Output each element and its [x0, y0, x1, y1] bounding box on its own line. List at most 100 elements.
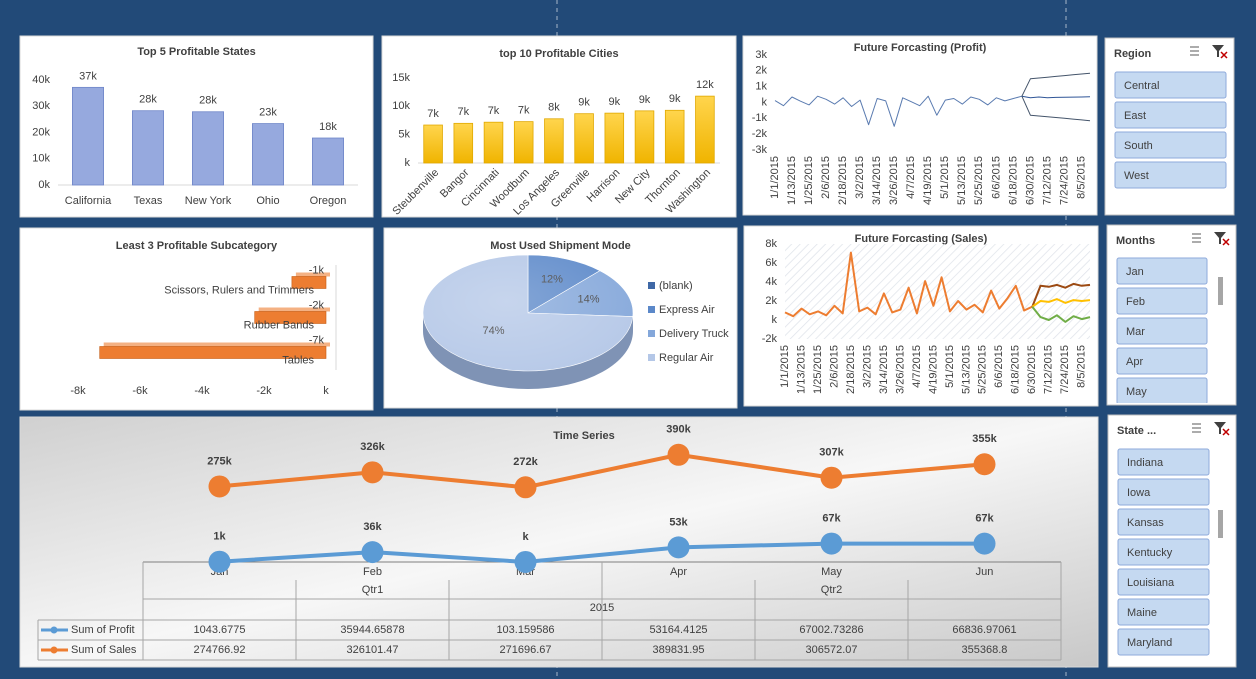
slicer-item[interactable]: [1117, 568, 1210, 596]
data-label: 9k: [639, 94, 651, 106]
y-tick-label: Scissors, Rulers and Trimmers: [164, 284, 314, 296]
slicer-item[interactable]: [1116, 317, 1208, 345]
chart-title: top 10 Profitable Cities: [499, 48, 618, 60]
bar: [513, 121, 534, 164]
slicer-items: Jan Feb Mar Apr May: [1116, 257, 1208, 404]
x-tick-label: 5/1/2015: [944, 345, 956, 388]
slicer-item-label: May: [1126, 386, 1147, 398]
bar: [311, 137, 344, 186]
data-label: 37k: [79, 70, 97, 82]
marker: [820, 466, 843, 489]
series-line: [219, 452, 985, 490]
data-label: 28k: [199, 95, 217, 107]
bar: [72, 86, 105, 186]
slicer-item[interactable]: [1117, 538, 1210, 566]
marker: [973, 532, 996, 555]
slicer-item[interactable]: [1114, 131, 1227, 159]
x-tick-label: 6/30/2015: [1026, 345, 1038, 394]
slicer-item[interactable]: [1117, 628, 1210, 656]
bar: [604, 112, 625, 164]
slicer-item-label: Maryland: [1127, 637, 1172, 649]
bar: [254, 311, 327, 324]
slicer-item-label: Louisiana: [1127, 577, 1175, 589]
x-tick-label: 1/13/2015: [786, 156, 798, 205]
bar: [695, 95, 715, 164]
data-label: 23k: [259, 106, 277, 118]
y-tick-label: Tables: [282, 354, 314, 366]
legend-label: Sum of Profit: [71, 624, 135, 636]
slicer-item[interactable]: [1116, 377, 1208, 404]
chart-title: Time Series: [553, 430, 615, 442]
x-tick-label: 6/18/2015: [1010, 345, 1022, 394]
bar-top: [295, 272, 330, 277]
slicer-item[interactable]: [1117, 508, 1210, 536]
slicer-item[interactable]: [1117, 448, 1210, 476]
y-tick-label: 15k: [392, 72, 410, 84]
x-tick-label: 1/25/2015: [803, 156, 815, 205]
data-label: 7k: [488, 105, 500, 117]
slicer-title: Region: [1114, 48, 1152, 60]
x-tick-label: 4/19/2015: [927, 345, 939, 394]
slicer-item-label: Kentucky: [1127, 547, 1173, 559]
x-tick-label: May: [821, 566, 842, 578]
table-cell: 66836.97061: [952, 624, 1016, 636]
y-tick-label: 10k: [392, 100, 410, 112]
slicer-item[interactable]: [1117, 478, 1210, 506]
slicer-item[interactable]: [1116, 347, 1208, 375]
bar-top: [103, 342, 330, 347]
chart-title: Top 5 Profitable States: [137, 46, 255, 58]
x-tick-label: -8k: [70, 385, 86, 397]
slicer-item[interactable]: [1114, 101, 1227, 129]
slicer-item[interactable]: [1116, 257, 1208, 285]
data-label: 326k: [360, 441, 385, 453]
legend-label: Express Air: [659, 304, 715, 316]
series-line: [1031, 306, 1091, 323]
clear-filter-icon: [1214, 422, 1226, 434]
slicer-item-label: Mar: [1126, 326, 1145, 338]
slicer-title: State ...: [1117, 425, 1156, 437]
slicer-item-label: East: [1124, 110, 1146, 122]
legend-swatch: [648, 354, 655, 361]
slicer-item[interactable]: [1116, 287, 1208, 315]
x-tick-label: 6/30/2015: [1024, 156, 1036, 205]
table-cell: 326101.47: [347, 644, 399, 656]
slicer-items: Indiana Iowa Kansas Kentucky Louisiana Maine M…: [1117, 448, 1210, 656]
pie-shine: [423, 255, 633, 371]
data-label: 7k: [427, 108, 439, 120]
data-label: 390k: [666, 424, 691, 436]
x-tick-label: 3/14/2015: [871, 156, 883, 205]
slicer-item-label: Feb: [1126, 296, 1145, 308]
data-label: 275k: [207, 455, 232, 467]
x-tick-label: k: [323, 385, 329, 397]
legend-marker: [50, 626, 58, 634]
slicer-title: Months: [1116, 235, 1155, 247]
bar: [251, 123, 284, 186]
x-tick-label: 5/13/2015: [960, 345, 972, 394]
series-line: [784, 251, 1033, 318]
slicer-item[interactable]: [1114, 161, 1227, 189]
y-tick-label: 4k: [765, 276, 777, 288]
x-tick-label: 2/6/2015: [820, 156, 832, 199]
slicer-item[interactable]: [1114, 71, 1227, 99]
table-cell: 67002.73286: [799, 624, 863, 636]
x-tick-label: 4/7/2015: [905, 156, 917, 199]
data-label: 9k: [578, 97, 590, 109]
bar: [131, 110, 164, 186]
y-tick-label: k: [762, 96, 768, 108]
x-tick-label: 7/12/2015: [1043, 345, 1055, 394]
slicer-item[interactable]: [1117, 598, 1210, 626]
chart-title: Future Forcasting (Profit): [854, 42, 987, 54]
slicer-item-label: Maine: [1127, 607, 1157, 619]
legend-swatch: [648, 282, 655, 289]
slicer-item-label: Indiana: [1127, 457, 1164, 469]
x-tick-label: New York: [185, 195, 232, 207]
series-line: [1021, 72, 1091, 97]
legend-swatch: [648, 330, 655, 337]
bar: [191, 111, 224, 186]
y-tick-label: -2k: [752, 128, 768, 140]
data-label: 307k: [819, 447, 844, 459]
x-tick-label: 2/6/2015: [828, 345, 840, 388]
x-tick-label: 6/6/2015: [993, 345, 1005, 388]
data-label: -7k: [309, 334, 325, 346]
